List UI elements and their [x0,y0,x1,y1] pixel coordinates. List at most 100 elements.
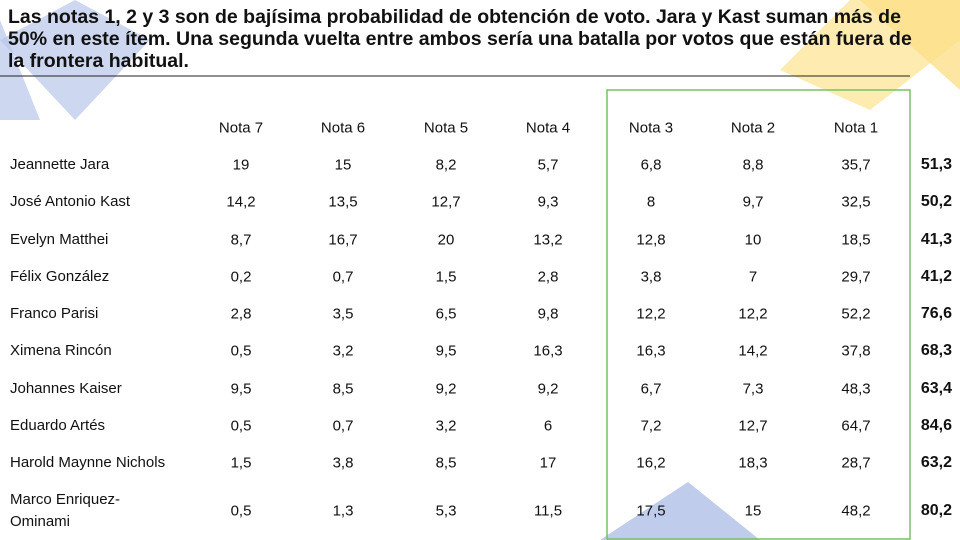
cell: 3,8 [332,454,354,472]
row-total: 41,3 [920,231,952,248]
cell: 0,7 [332,268,354,286]
cell: 48,3 [841,380,871,398]
row-label: Harold Maynne Nichols [10,454,166,471]
cell: 10 [744,231,762,249]
cell: 18,3 [738,454,768,472]
row-label: Johannes Kaiser [10,380,122,397]
row-total: 80,2 [920,502,952,519]
cell: 16,7 [328,231,358,249]
cell: 9,5 [435,342,457,360]
cell: 32,5 [841,193,871,211]
row-label: Ximena Rincón [10,342,112,359]
cell: 8,7 [230,231,252,249]
column-header: Nota 4 [525,119,571,137]
cell: 12,2 [636,305,666,323]
cell: 28,7 [841,454,871,472]
cell: 15 [334,156,352,174]
cell: 12,7 [431,193,461,211]
cell: 18,5 [841,231,871,249]
cell: 48,2 [841,502,871,520]
cell: 17 [539,454,557,472]
row-label: Jeannette Jara [10,156,110,173]
row-total: 63,2 [920,454,952,471]
blue-shape [600,482,760,540]
row-total: 50,2 [920,193,952,210]
cell: 35,7 [841,156,871,174]
cell: 1,5 [435,268,457,286]
row-total: 51,3 [920,156,952,173]
row-total: 68,3 [920,342,952,359]
column-header: Nota 7 [218,119,264,137]
title: Las notas 1, 2 y 3 son de bajísima proba… [8,6,912,72]
cell: 3,2 [435,417,457,435]
row-label: Marco Enriquez-Ominami [10,491,121,530]
cell: 64,7 [841,417,871,435]
cell: 8 [646,193,656,211]
row-label: Eduardo Artés [10,417,106,434]
row-label: Evelyn Matthei [10,231,109,248]
cell: 16,2 [636,454,666,472]
column-header: Nota 2 [730,119,776,137]
cell: 8,8 [742,156,764,174]
cell: 9,2 [435,380,457,398]
cell: 0,5 [230,417,252,435]
cell: 6,7 [640,380,662,398]
row-label: José Antonio Kast [10,193,131,210]
cell: 12,2 [738,305,768,323]
cell: 14,2 [226,193,256,211]
row-total: 63,4 [920,380,952,397]
cell: 3,5 [332,305,354,323]
column-header: Nota 6 [320,119,366,137]
cell: 14,2 [738,342,768,360]
cell: 11,5 [533,502,563,520]
row-label: Félix González [10,268,110,285]
row-label: Franco Parisi [10,305,99,322]
cell: 1,5 [230,454,252,472]
cell: 29,7 [841,268,871,286]
cell: 5,7 [537,156,559,174]
cell: 15 [744,502,762,520]
cell: 7 [748,268,758,286]
cell: 6 [543,417,553,435]
cell: 0,2 [230,268,252,286]
cell: 3,2 [332,342,354,360]
cell: 13,2 [533,231,563,249]
cell: 12,7 [738,417,768,435]
blue-shape [0,0,150,120]
cell: 8,2 [435,156,457,174]
row-total: 76,6 [920,305,952,322]
row-total: 84,6 [920,417,952,434]
cell: 9,7 [742,193,764,211]
cell: 5,3 [435,502,457,520]
cell: 16,3 [636,342,666,360]
column-header: Nota 5 [423,119,469,137]
cell: 6,8 [640,156,662,174]
cell: 17,5 [636,502,666,520]
row-total: 41,2 [920,268,952,285]
cell: 8,5 [435,454,457,472]
cell: 13,5 [328,193,358,211]
yellow-shape [860,0,960,90]
cell: 7,3 [742,380,764,398]
cell: 0,7 [332,417,354,435]
cell: 9,3 [537,193,559,211]
cell: 9,5 [230,380,252,398]
cell: 1,3 [332,502,354,520]
cell: 6,5 [435,305,457,323]
cell: 12,8 [636,231,666,249]
cell: 0,5 [230,502,252,520]
column-header: Nota 1 [833,119,879,137]
cell: 3,8 [640,268,662,286]
cell: 37,8 [841,342,871,360]
cell: 16,3 [533,342,563,360]
column-header: Nota 3 [628,119,674,137]
blue-shape [0,20,40,120]
cell: 2,8 [537,268,559,286]
cell: 52,2 [841,305,871,323]
cell: 9,2 [537,380,559,398]
cell: 7,2 [640,417,662,435]
highlight-box [606,89,911,540]
cell: 9,8 [537,305,559,323]
